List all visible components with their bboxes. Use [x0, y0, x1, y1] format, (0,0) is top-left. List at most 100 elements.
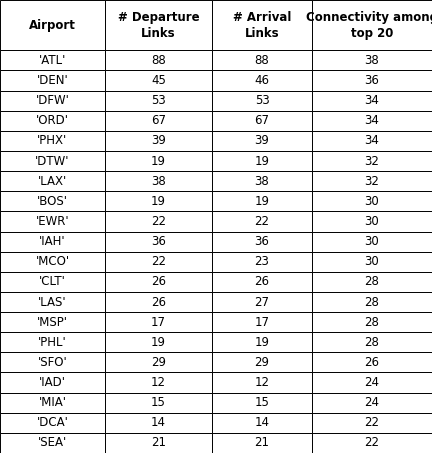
Bar	[212, 191, 312, 212]
Bar	[312, 71, 432, 91]
Text: 26: 26	[151, 295, 166, 308]
Text: 29: 29	[254, 356, 270, 369]
Bar	[0, 50, 105, 71]
Bar	[212, 212, 312, 231]
Bar	[212, 111, 312, 131]
Bar	[312, 292, 432, 312]
Bar	[312, 433, 432, 453]
Bar	[105, 191, 212, 212]
Text: 'DCA': 'DCA'	[37, 416, 68, 429]
Text: 38: 38	[254, 175, 270, 188]
Bar	[0, 272, 105, 292]
Text: 26: 26	[254, 275, 270, 289]
Bar	[312, 252, 432, 272]
Bar	[212, 352, 312, 372]
Bar	[105, 372, 212, 393]
Text: 22: 22	[151, 215, 166, 228]
Bar	[105, 0, 212, 50]
Bar	[312, 111, 432, 131]
Bar	[105, 272, 212, 292]
Bar	[212, 71, 312, 91]
Text: 39: 39	[151, 135, 166, 147]
Bar	[0, 191, 105, 212]
Text: 'LAX': 'LAX'	[38, 175, 67, 188]
Text: 'MSP': 'MSP'	[37, 316, 68, 328]
Text: 'CLT': 'CLT'	[39, 275, 66, 289]
Text: 19: 19	[151, 336, 166, 349]
Bar	[0, 151, 105, 171]
Bar	[212, 171, 312, 191]
Text: 26: 26	[365, 356, 379, 369]
Text: 'SFO': 'SFO'	[38, 356, 67, 369]
Text: 'SEA': 'SEA'	[38, 436, 67, 449]
Text: 17: 17	[254, 316, 270, 328]
Text: 38: 38	[365, 54, 379, 67]
Text: 14: 14	[254, 416, 270, 429]
Bar	[212, 372, 312, 393]
Text: 'ORD': 'ORD'	[36, 114, 69, 127]
Bar	[105, 252, 212, 272]
Text: 22: 22	[254, 215, 270, 228]
Bar	[0, 433, 105, 453]
Bar	[105, 231, 212, 252]
Bar	[0, 292, 105, 312]
Text: 38: 38	[151, 175, 166, 188]
Bar	[0, 312, 105, 332]
Text: 30: 30	[365, 215, 379, 228]
Bar	[312, 0, 432, 50]
Text: 'PHL': 'PHL'	[38, 336, 67, 349]
Text: 36: 36	[151, 235, 166, 248]
Bar	[312, 312, 432, 332]
Bar	[105, 433, 212, 453]
Text: 'IAH': 'IAH'	[39, 235, 66, 248]
Text: 28: 28	[365, 316, 379, 328]
Text: 34: 34	[365, 135, 379, 147]
Text: # Departure
Links: # Departure Links	[118, 11, 199, 40]
Bar	[312, 91, 432, 111]
Bar	[0, 212, 105, 231]
Text: 28: 28	[365, 336, 379, 349]
Bar	[105, 332, 212, 352]
Bar	[312, 272, 432, 292]
Text: 17: 17	[151, 316, 166, 328]
Bar	[312, 231, 432, 252]
Bar	[212, 292, 312, 312]
Text: 15: 15	[254, 396, 270, 409]
Bar	[212, 151, 312, 171]
Bar	[105, 131, 212, 151]
Text: 36: 36	[365, 74, 379, 87]
Text: 12: 12	[151, 376, 166, 389]
Bar	[312, 171, 432, 191]
Text: 24: 24	[365, 396, 379, 409]
Bar	[312, 151, 432, 171]
Bar	[105, 171, 212, 191]
Bar	[105, 393, 212, 413]
Text: 53: 53	[254, 94, 270, 107]
Bar	[312, 413, 432, 433]
Text: 27: 27	[254, 295, 270, 308]
Text: 34: 34	[365, 114, 379, 127]
Text: 'IAD': 'IAD'	[39, 376, 66, 389]
Text: 28: 28	[365, 275, 379, 289]
Bar	[212, 272, 312, 292]
Bar	[105, 312, 212, 332]
Bar	[0, 71, 105, 91]
Text: 'MCO': 'MCO'	[35, 255, 70, 268]
Bar	[105, 91, 212, 111]
Text: 22: 22	[365, 416, 379, 429]
Text: 39: 39	[254, 135, 270, 147]
Bar	[212, 91, 312, 111]
Text: 45: 45	[151, 74, 166, 87]
Text: 32: 32	[365, 175, 379, 188]
Bar	[105, 352, 212, 372]
Text: 24: 24	[365, 376, 379, 389]
Bar	[105, 151, 212, 171]
Text: 21: 21	[151, 436, 166, 449]
Bar	[312, 372, 432, 393]
Text: 'LAS': 'LAS'	[38, 295, 67, 308]
Text: 30: 30	[365, 255, 379, 268]
Text: Connectivity among
top 20: Connectivity among top 20	[306, 11, 432, 40]
Bar	[312, 212, 432, 231]
Bar	[0, 131, 105, 151]
Bar	[0, 231, 105, 252]
